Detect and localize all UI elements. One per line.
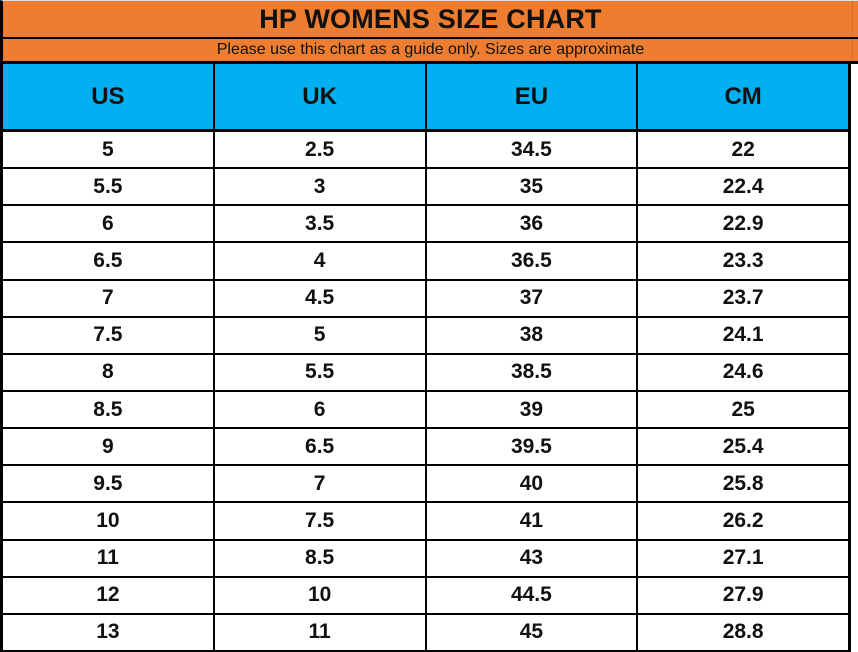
size-cell: 40 — [427, 466, 639, 502]
size-cell: 45 — [427, 614, 639, 650]
size-cell: 5.5 — [215, 354, 427, 390]
size-cell: 6.5 — [215, 429, 427, 465]
size-cell: 8.5 — [215, 540, 427, 576]
size-cell: 4.5 — [215, 280, 427, 316]
table-row: 7.5 5 38 24.1 — [3, 317, 848, 355]
size-cell: 2.5 — [215, 132, 427, 168]
size-cell: 5.5 — [3, 169, 215, 205]
size-cell: 39.5 — [427, 429, 639, 465]
table-row: 12 10 44.5 27.9 — [3, 577, 848, 615]
size-cell: 43 — [427, 540, 639, 576]
size-cell: 6 — [3, 206, 215, 242]
table-row: 7 4.5 37 23.7 — [3, 280, 848, 318]
table-row: 9 6.5 39.5 25.4 — [3, 429, 848, 467]
size-cell: 8.5 — [3, 391, 215, 428]
size-cell: 3 — [215, 169, 427, 205]
size-cell: 7.5 — [215, 503, 427, 539]
size-cell: 22.4 — [722, 174, 764, 198]
size-cell: 9 — [3, 429, 215, 465]
size-cell: 23.3 — [722, 248, 764, 272]
size-cell: 44.5 — [427, 577, 639, 613]
table-row: 8 5.5 38.5 24.6 — [3, 354, 848, 392]
column-header-row: US UK EU CM — [3, 64, 848, 132]
size-cell: 10 — [215, 577, 427, 613]
chart-title: HP WOMENS SIZE CHART — [259, 3, 602, 34]
column-header-uk: UK — [215, 64, 427, 129]
size-cell: 10 — [3, 503, 215, 539]
size-cell: 7 — [3, 280, 215, 316]
spreadsheet-gridline — [852, 1, 853, 65]
size-cell: 6 — [215, 391, 427, 428]
size-cell: 5 — [3, 132, 215, 168]
size-cell: 38 — [427, 317, 639, 353]
size-cell: 11 — [3, 540, 215, 576]
size-cell: 25 — [731, 397, 755, 421]
size-cell: 22.9 — [722, 211, 764, 235]
size-cell: 7.5 — [3, 317, 215, 353]
size-cell: 37 — [427, 280, 639, 316]
table-row: 5.5 3 35 22.4 — [3, 169, 848, 207]
size-cell: 23.7 — [722, 286, 764, 310]
size-cell: 7 — [215, 466, 427, 502]
chart-subtitle-bar: Please use this chart as a guide only. S… — [3, 39, 858, 64]
table-row: 8.5 6 39 25 — [3, 391, 848, 430]
size-cell: 12 — [3, 577, 215, 613]
size-table: US UK EU CM 5 2.5 34.5 22 5.5 3 35 22.4 6 3.5 36 22… — [3, 64, 851, 652]
table-row: 13 11 45 28.8 — [3, 614, 848, 652]
size-cell: 3.5 — [215, 206, 427, 242]
size-cell: 9.5 — [3, 466, 215, 502]
table-row: 10 7.5 41 26.2 — [3, 503, 848, 541]
size-cell: 4 — [215, 243, 427, 279]
size-cell: 8 — [3, 354, 215, 390]
size-cell: 13 — [3, 614, 215, 650]
size-cell: 35 — [427, 169, 639, 205]
size-cell: 28.8 — [722, 620, 764, 644]
size-cell: 27.1 — [722, 546, 764, 570]
table-row: 5 2.5 34.5 22 — [3, 132, 848, 170]
size-cell: 41 — [427, 503, 639, 539]
size-cell: 34.5 — [427, 132, 639, 168]
size-cell: 6.5 — [3, 243, 215, 279]
size-cell: 27.9 — [722, 583, 764, 607]
size-cell: 36.5 — [427, 243, 639, 279]
size-cell: 24.6 — [722, 360, 764, 384]
column-header-us: US — [3, 64, 215, 129]
size-cell: 39 — [427, 391, 639, 428]
table-row: 11 8.5 43 27.1 — [3, 540, 848, 578]
table-body: 5 2.5 34.5 22 5.5 3 35 22.4 6 3.5 36 22.9 6.5 4 36.5 23… — [3, 132, 848, 652]
size-cell: 26.2 — [722, 508, 764, 532]
size-cell: 25.8 — [722, 471, 764, 495]
chart-subtitle: Please use this chart as a guide only. S… — [216, 41, 645, 58]
table-row: 6.5 4 36.5 23.3 — [3, 243, 848, 281]
size-cell: 11 — [215, 614, 427, 650]
table-row: 6 3.5 36 22.9 — [3, 206, 848, 244]
size-cell: 36 — [427, 206, 639, 242]
size-cell: 38.5 — [427, 354, 639, 390]
column-header-eu: EU — [427, 64, 639, 129]
size-cell: 24.1 — [722, 323, 764, 347]
column-header-cm: CM — [724, 82, 762, 110]
size-cell: 22 — [731, 137, 755, 161]
size-cell: 25.4 — [722, 434, 764, 458]
table-row: 9.5 7 40 25.8 — [3, 466, 848, 504]
size-cell: 5 — [215, 317, 427, 353]
chart-title-bar: HP WOMENS SIZE CHART — [3, 1, 858, 39]
